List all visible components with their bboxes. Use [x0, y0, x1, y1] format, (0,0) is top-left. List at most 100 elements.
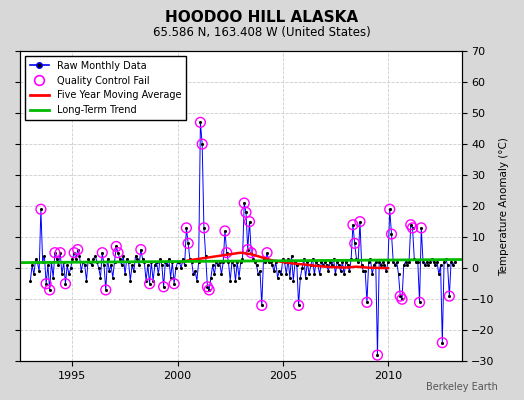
Point [386, 206, 394, 212]
Point [107, 262, 115, 268]
Point [274, 274, 282, 281]
Point [102, 287, 110, 293]
Point [219, 259, 227, 265]
Point [263, 250, 271, 256]
Point [312, 259, 320, 265]
Point [294, 302, 303, 309]
Point [133, 256, 141, 262]
Point [47, 259, 56, 265]
Point [221, 228, 229, 234]
Point [428, 256, 436, 262]
Point [389, 259, 397, 265]
Point [82, 278, 91, 284]
Point [365, 259, 373, 265]
Point [79, 259, 87, 265]
Point [291, 259, 299, 265]
Text: 65.586 N, 163.408 W (United States): 65.586 N, 163.408 W (United States) [153, 26, 371, 39]
Point [112, 243, 121, 250]
Point [342, 259, 350, 265]
Point [73, 246, 82, 253]
Point [345, 268, 354, 274]
Point [180, 262, 189, 268]
Point [84, 256, 92, 262]
Point [223, 250, 231, 256]
Point [271, 259, 280, 265]
Point [49, 274, 57, 281]
Point [73, 246, 82, 253]
Point [72, 256, 80, 262]
Point [201, 252, 210, 259]
Point [198, 141, 206, 147]
Point [429, 259, 438, 265]
Point [123, 256, 131, 262]
Point [440, 259, 448, 265]
Point [396, 293, 405, 299]
Point [70, 250, 79, 256]
Point [258, 302, 266, 309]
Point [380, 262, 389, 268]
Point [203, 284, 212, 290]
Point [40, 252, 49, 259]
Point [330, 256, 338, 262]
Point [373, 352, 381, 358]
Point [207, 274, 215, 281]
Point [137, 246, 145, 253]
Point [298, 265, 307, 271]
Point [149, 278, 157, 284]
Point [282, 271, 290, 278]
Point [289, 278, 298, 284]
Point [58, 271, 66, 278]
Point [340, 271, 348, 278]
Point [356, 218, 364, 225]
Point [261, 259, 269, 265]
Point [422, 259, 431, 265]
Point [185, 256, 194, 262]
Point [310, 271, 319, 278]
Point [305, 271, 313, 278]
Point [357, 262, 366, 268]
Point [335, 262, 343, 268]
Point [401, 259, 410, 265]
Point [449, 262, 457, 268]
Point [244, 246, 252, 253]
Point [111, 259, 119, 265]
Point [233, 259, 242, 265]
Point [224, 259, 233, 265]
Point [391, 262, 399, 268]
Point [182, 225, 191, 231]
Point [161, 259, 170, 265]
Point [436, 262, 445, 268]
Point [145, 280, 154, 287]
Point [403, 262, 411, 268]
Point [287, 252, 296, 259]
Point [333, 259, 341, 265]
Point [338, 259, 346, 265]
Point [443, 262, 452, 268]
Point [158, 262, 166, 268]
Point [416, 299, 424, 306]
Point [100, 262, 108, 268]
Point [168, 259, 177, 265]
Point [68, 256, 77, 262]
Point [191, 268, 199, 274]
Point [266, 259, 275, 265]
Point [38, 259, 47, 265]
Point [200, 225, 208, 231]
Point [256, 268, 264, 274]
Point [408, 225, 417, 231]
Point [37, 206, 45, 212]
Point [438, 340, 446, 346]
Point [60, 259, 68, 265]
Point [433, 259, 441, 265]
Point [250, 259, 259, 265]
Point [108, 274, 117, 281]
Y-axis label: Temperature Anomaly (°C): Temperature Anomaly (°C) [499, 137, 509, 276]
Point [117, 262, 126, 268]
Point [126, 278, 135, 284]
Point [231, 278, 239, 284]
Point [407, 222, 415, 228]
Point [424, 262, 432, 268]
Point [315, 271, 324, 278]
Point [363, 299, 371, 306]
Point [81, 262, 89, 268]
